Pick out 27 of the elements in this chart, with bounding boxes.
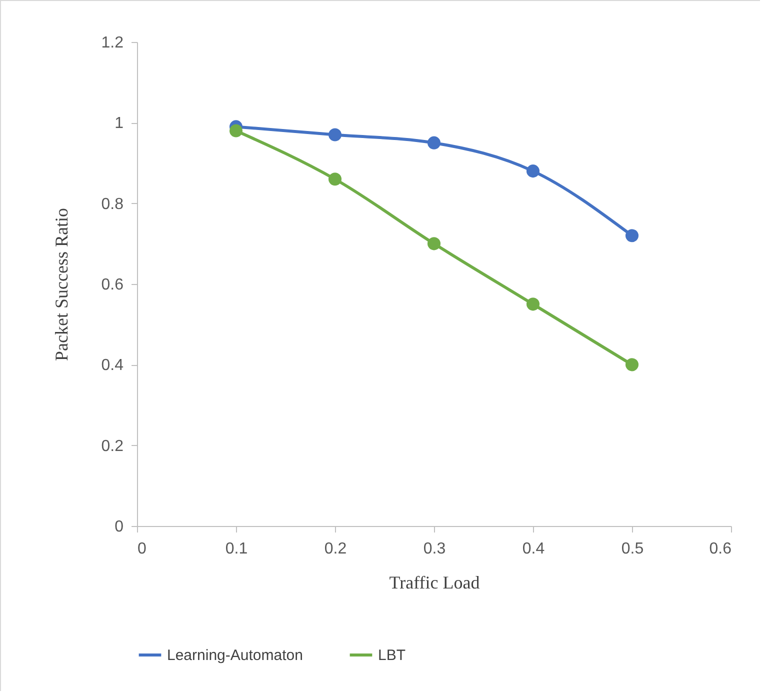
x-tick-label: 0.3 (423, 540, 446, 558)
y-tick-label: 0.8 (101, 196, 124, 213)
y-tick-label: 0.6 (101, 276, 124, 294)
point (229, 124, 243, 138)
y-axis-title: Packet Success Ratio (51, 208, 72, 361)
legend-label: Learning-Automaton (167, 647, 303, 664)
point (328, 128, 342, 142)
point (328, 172, 342, 186)
x-tick-label: 0.2 (324, 540, 347, 558)
point (526, 164, 540, 178)
x-tick-label: 0.1 (225, 540, 248, 558)
point (625, 358, 639, 372)
point (427, 237, 441, 250)
y-tick-label: 0.2 (101, 438, 124, 455)
x-tick-label: 0 (138, 540, 146, 558)
y-tick-label: 0.4 (101, 357, 124, 374)
legend-label: LBT (378, 647, 406, 664)
x-tick-label: 0.6 (709, 540, 732, 558)
y-tick-label: 1 (114, 115, 124, 132)
x-tick-label: 0.4 (522, 540, 545, 558)
y-tick-label: 1.2 (101, 34, 124, 52)
point (427, 136, 441, 150)
x-tick-label: 0.5 (621, 540, 644, 558)
y-tick-label: 0 (114, 518, 124, 536)
x-axis-title: Traffic Load (389, 572, 480, 592)
point (526, 298, 540, 311)
point (625, 229, 639, 242)
